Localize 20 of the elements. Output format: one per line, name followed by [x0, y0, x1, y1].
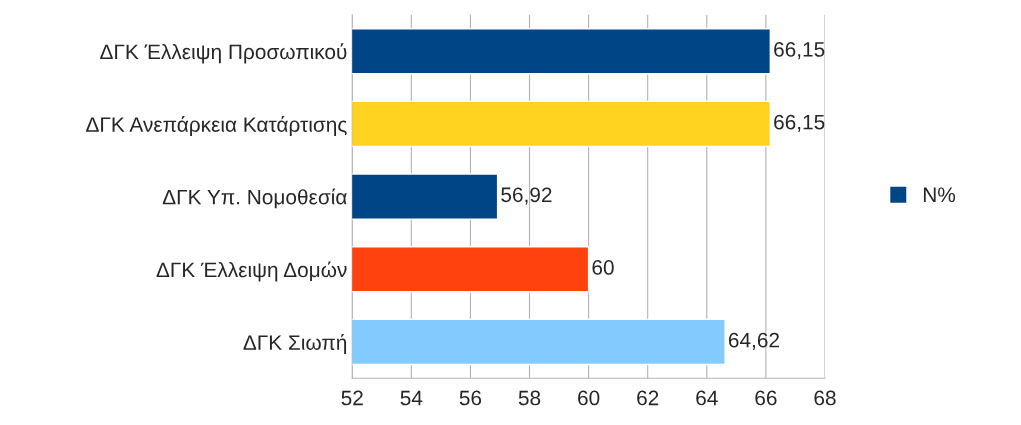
data-label: 66,15 [774, 114, 825, 132]
x-tick-label: 66 [755, 390, 777, 406]
x-tick-label: 54 [400, 390, 423, 406]
x-tick-label: 56 [459, 390, 482, 406]
data-label: 60 [592, 260, 614, 275]
data-label: 56,92 [501, 187, 552, 205]
legend-label: N% [923, 187, 956, 203]
x-tick-label: 52 [341, 390, 363, 406]
y-tick-label: ΔΓΚ Υπ. Νομοθεσία [162, 188, 347, 209]
data-label: 66,15 [774, 42, 825, 60]
data-label: 64,62 [728, 332, 779, 350]
x-tick-label: 68 [814, 390, 836, 406]
x-tick-label: 62 [637, 390, 659, 406]
y-tick-label: ΔΓΚ Σιωπή [243, 334, 347, 355]
x-tick-label: 58 [518, 390, 541, 406]
y-tick-label: ΔΓΚ Έλλειψη Δομών [156, 261, 347, 282]
x-tick-label: 64 [696, 390, 718, 406]
y-tick-label: ΔΓΚ Ανεπάρκεια Κατάρτισης [86, 116, 347, 137]
y-tick-label: ΔΓΚ Έλλειψη Προσωπικού [100, 43, 347, 64]
x-tick-label: 60 [578, 390, 600, 406]
